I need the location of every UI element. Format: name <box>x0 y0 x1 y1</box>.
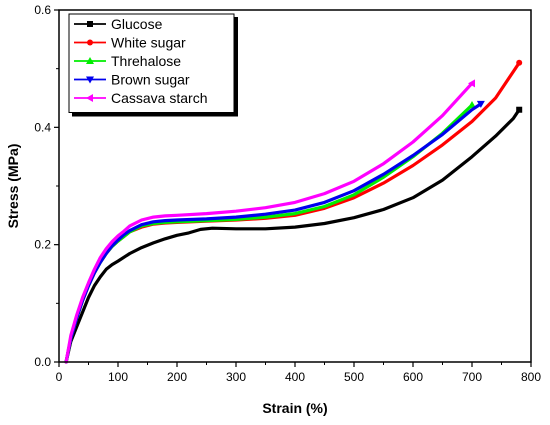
legend-box <box>68 13 235 113</box>
legend-label: Brown sugar <box>111 72 190 88</box>
x-axis-ticks: 0 100 200 300 400 500 600 700 800 <box>56 362 541 384</box>
y-axis-title: Stress (MPa) <box>5 144 21 229</box>
legend-label: Threhalose <box>111 53 181 69</box>
x-tick-label: 800 <box>521 370 541 384</box>
series-point-glucose <box>516 106 523 113</box>
series-point-white-sugar <box>516 59 523 66</box>
x-tick-label: 400 <box>285 370 305 384</box>
series-point-brown-sugar <box>476 100 485 108</box>
x-tick-label: 300 <box>226 370 246 384</box>
legend-label: Cassava starch <box>111 90 207 106</box>
legend-label: White sugar <box>111 35 186 51</box>
x-tick-label: 200 <box>167 370 187 384</box>
x-tick-label: 500 <box>344 370 364 384</box>
y-axis-ticks: 0.0 0.2 0.4 0.6 <box>34 3 59 369</box>
series-cassava-starch <box>64 79 475 364</box>
series-line-glucose <box>64 108 521 364</box>
x-tick-label: 700 <box>462 370 482 384</box>
series-brown-sugar <box>64 100 485 364</box>
y-tick-label: 0.2 <box>34 238 51 252</box>
series-point-threhalose <box>468 101 476 109</box>
x-tick-label: 600 <box>403 370 423 384</box>
y-tick-label: 0.6 <box>34 3 51 17</box>
legend-label: Glucose <box>111 16 163 32</box>
legend-marker <box>87 39 93 46</box>
legend: Glucose White sugar Threhalose Brown sugar C… <box>68 13 238 117</box>
legend-marker <box>86 57 94 64</box>
y-tick-label: 0.4 <box>34 120 51 134</box>
series-glucose <box>64 106 523 364</box>
legend-marker <box>86 76 94 84</box>
y-tick-label: 0.0 <box>34 355 51 369</box>
series-line-brown-sugar <box>64 102 483 364</box>
x-axis-title: Strain (%) <box>262 400 327 416</box>
series-point-cassava-starch <box>468 79 475 88</box>
legend-marker <box>86 94 93 102</box>
x-tick-label: 0 <box>56 370 63 384</box>
legend-marker <box>87 21 93 27</box>
x-tick-label: 100 <box>108 370 128 384</box>
series-line-cassava-starch <box>64 81 474 364</box>
series-layer <box>64 59 523 364</box>
